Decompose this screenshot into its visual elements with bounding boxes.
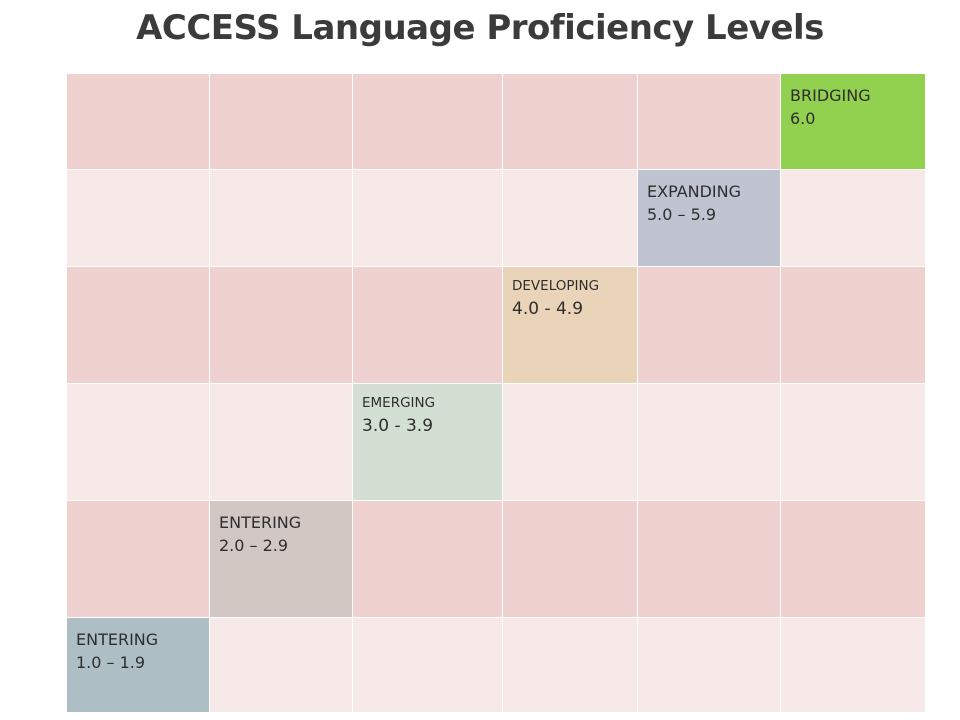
level-text: DEVELOPING 4.0 - 4.9 — [503, 267, 637, 321]
grid-row: ENTERING 2.0 – 2.9 — [66, 500, 926, 618]
grid-cell — [637, 73, 781, 170]
grid-cell — [66, 169, 210, 267]
level-label: ENTERING — [219, 513, 302, 532]
grid-cell — [209, 73, 353, 170]
grid-row: EXPANDING 5.0 – 5.9 — [66, 169, 926, 267]
level-range: 6.0 — [790, 109, 816, 129]
grid-cell — [780, 266, 926, 384]
grid-cell — [780, 169, 926, 267]
grid-cell — [780, 617, 926, 713]
level-range: 3.0 - 3.9 — [362, 415, 434, 436]
grid-cell — [352, 500, 503, 618]
level-cell-expanding: EXPANDING 5.0 – 5.9 — [637, 169, 781, 267]
level-cell-entering: ENTERING 1.0 – 1.9 — [66, 617, 210, 713]
level-text: ENTERING 2.0 – 2.9 — [210, 501, 352, 557]
grid-cell — [66, 266, 210, 384]
grid-cell — [352, 169, 503, 267]
grid-cell — [209, 617, 353, 713]
level-text: EXPANDING 5.0 – 5.9 — [638, 170, 780, 226]
level-label: ENTERING — [76, 630, 159, 649]
grid-cell — [66, 500, 210, 618]
grid-cell — [637, 266, 781, 384]
grid-row: ENTERING 1.0 – 1.9 — [66, 617, 926, 713]
level-cell-entering: ENTERING 2.0 – 2.9 — [209, 500, 353, 618]
grid-cell — [637, 383, 781, 501]
grid-cell — [502, 73, 638, 170]
grid-cell — [209, 266, 353, 384]
level-label: BRIDGING — [790, 86, 871, 105]
grid-cell — [66, 383, 210, 501]
grid-cell — [780, 500, 926, 618]
grid-cell — [502, 617, 638, 713]
level-cell-developing: DEVELOPING 4.0 - 4.9 — [502, 266, 638, 384]
grid-cell — [637, 500, 781, 618]
level-range: 4.0 - 4.9 — [512, 298, 584, 319]
level-label: EXPANDING — [647, 182, 742, 201]
grid-cell — [66, 73, 210, 170]
grid-cell — [637, 617, 781, 713]
level-range: 5.0 – 5.9 — [647, 205, 717, 225]
grid-cell — [209, 169, 353, 267]
grid-cell — [352, 617, 503, 713]
proficiency-grid: BRIDGING 6.0 EXPANDING 5.0 – 5.9 DEVELOPING 4… — [66, 73, 926, 713]
grid-cell — [502, 169, 638, 267]
page-title: ACCESS Language Proficiency Levels — [136, 8, 824, 48]
grid-cell — [352, 73, 503, 170]
grid-row: DEVELOPING 4.0 - 4.9 — [66, 266, 926, 384]
level-text: ENTERING 1.0 – 1.9 — [67, 618, 209, 674]
grid-cell — [502, 500, 638, 618]
level-label: EMERGING — [362, 395, 436, 411]
grid-row: EMERGING 3.0 - 3.9 — [66, 383, 926, 501]
grid-row: BRIDGING 6.0 — [66, 73, 926, 170]
grid-cell — [780, 383, 926, 501]
level-range: 1.0 – 1.9 — [76, 653, 146, 673]
level-cell-emerging: EMERGING 3.0 - 3.9 — [352, 383, 503, 501]
level-cell-bridging: BRIDGING 6.0 — [780, 73, 926, 170]
level-range: 2.0 – 2.9 — [219, 536, 289, 556]
grid-cell — [502, 383, 638, 501]
level-text: BRIDGING 6.0 — [781, 74, 925, 130]
level-text: EMERGING 3.0 - 3.9 — [353, 384, 502, 438]
grid-cell — [209, 383, 353, 501]
level-label: DEVELOPING — [512, 278, 600, 294]
grid-cell — [352, 266, 503, 384]
